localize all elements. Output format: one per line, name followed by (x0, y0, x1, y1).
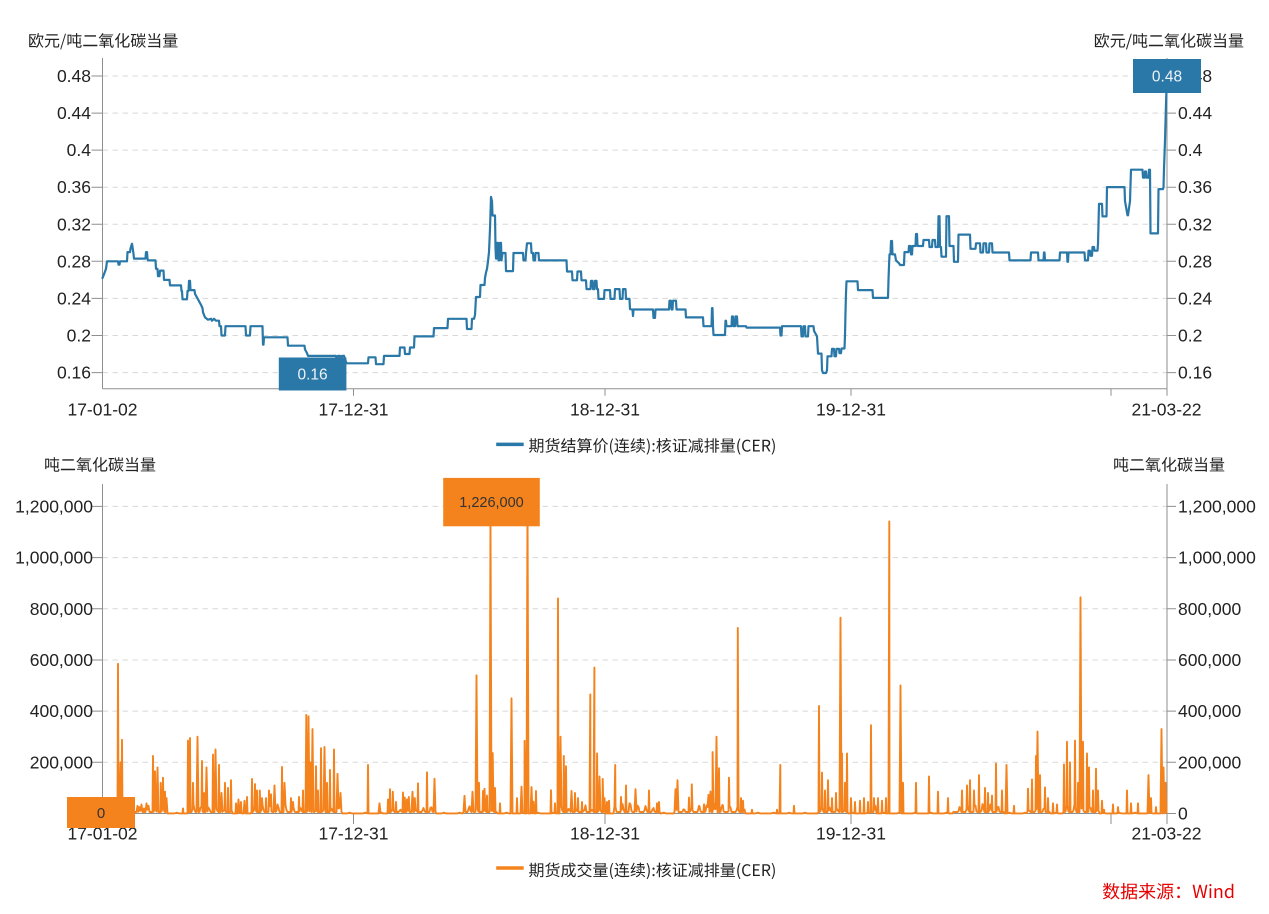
svg-text:18-12-31: 18-12-31 (570, 824, 640, 844)
svg-text:17-01-02: 17-01-02 (67, 824, 137, 844)
svg-text:1,000,000: 1,000,000 (1178, 548, 1256, 568)
svg-text:800,000: 800,000 (30, 599, 94, 619)
svg-text:21-03-22: 21-03-22 (1131, 824, 1201, 844)
svg-text:0.16: 0.16 (57, 363, 91, 383)
svg-text:17-01-02: 17-01-02 (67, 400, 137, 420)
svg-text:18-12-31: 18-12-31 (570, 400, 640, 420)
svg-text:0: 0 (97, 805, 105, 822)
svg-text:0.4: 0.4 (67, 140, 92, 160)
svg-text:0.28: 0.28 (57, 251, 91, 271)
svg-text:0.32: 0.32 (1178, 214, 1212, 234)
svg-text:0.4: 0.4 (1178, 140, 1203, 160)
svg-text:0.2: 0.2 (1178, 326, 1202, 346)
svg-text:600,000: 600,000 (30, 650, 94, 670)
svg-text:19-12-31: 19-12-31 (816, 400, 886, 420)
svg-text:0.2: 0.2 (67, 326, 91, 346)
svg-text:0.48: 0.48 (1152, 69, 1182, 86)
svg-text:1,200,000: 1,200,000 (15, 496, 93, 516)
svg-text:800,000: 800,000 (1178, 599, 1242, 619)
svg-text:0.16: 0.16 (298, 367, 328, 384)
svg-text:0.48: 0.48 (57, 66, 91, 86)
svg-text:0.16: 0.16 (1178, 363, 1212, 383)
svg-text:0.28: 0.28 (1178, 251, 1212, 271)
svg-text:0.44: 0.44 (57, 103, 91, 123)
svg-text:0.24: 0.24 (1178, 288, 1212, 308)
svg-text:21-03-22: 21-03-22 (1131, 400, 1201, 420)
svg-text:600,000: 600,000 (1178, 650, 1242, 670)
svg-text:17-12-31: 17-12-31 (318, 400, 388, 420)
svg-text:0.36: 0.36 (1178, 177, 1212, 197)
svg-text:0.44: 0.44 (1178, 103, 1212, 123)
svg-text:200,000: 200,000 (30, 752, 94, 772)
svg-text:0.24: 0.24 (57, 288, 91, 308)
svg-text:19-12-31: 19-12-31 (816, 824, 886, 844)
svg-text:400,000: 400,000 (1178, 701, 1242, 721)
svg-text:1,000,000: 1,000,000 (15, 548, 93, 568)
svg-text:0: 0 (1178, 804, 1188, 824)
svg-text:17-12-31: 17-12-31 (318, 824, 388, 844)
svg-text:0.36: 0.36 (57, 177, 91, 197)
svg-text:400,000: 400,000 (30, 701, 94, 721)
svg-text:200,000: 200,000 (1178, 752, 1242, 772)
svg-text:0.32: 0.32 (57, 214, 91, 234)
svg-text:1,200,000: 1,200,000 (1178, 496, 1256, 516)
svg-text:1,226,000: 1,226,000 (459, 495, 524, 511)
